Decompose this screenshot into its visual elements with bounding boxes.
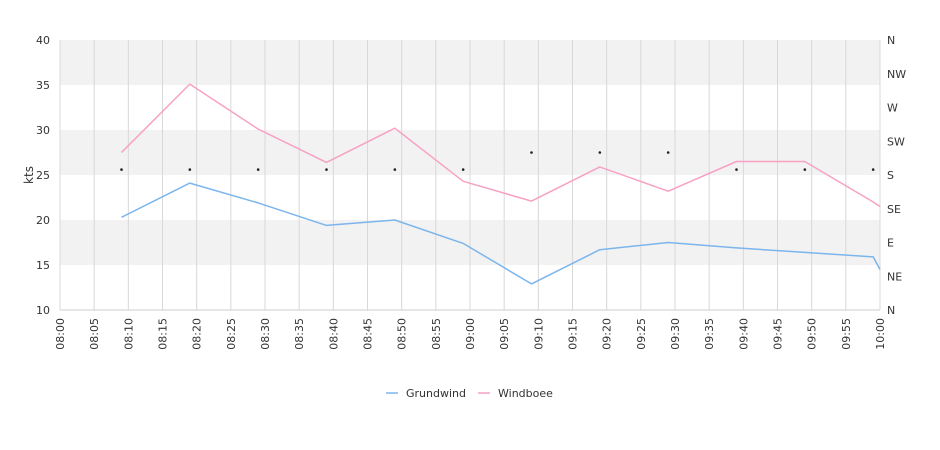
direction-point [871, 168, 875, 171]
direction-point [598, 151, 602, 154]
x-tick-label: 08:05 [88, 318, 101, 350]
y-tick-label: 20 [36, 214, 50, 227]
y-tick-label: 15 [36, 259, 50, 272]
x-tick-label: 09:10 [532, 318, 545, 350]
x-tick-label: 09:00 [464, 318, 477, 350]
series-lines [120, 83, 881, 285]
x-tick-label: 09:20 [601, 318, 614, 350]
series-line-windboee [120, 83, 881, 208]
direction-point [325, 168, 328, 171]
x-tick-label: 09:35 [703, 318, 716, 350]
y2-tick-label: N [887, 34, 895, 47]
x-tick-label: 09:30 [669, 318, 682, 350]
legend-label-windboee: Windboee [498, 387, 553, 400]
x-tick-label: 08:45 [362, 318, 375, 350]
y-tick-label: 35 [36, 79, 50, 92]
direction-point [803, 168, 807, 171]
direction-point [120, 168, 123, 171]
y2-axis: N NE E SE S SW W NW N [887, 34, 906, 317]
y2-tick-label: E [887, 237, 894, 250]
x-tick-label: 08:35 [293, 318, 306, 350]
y-axis: 10 15 20 25 30 35 40 [36, 34, 50, 317]
y-tick-label: 10 [36, 304, 50, 317]
legend-label-grundwind: Grundwind [406, 387, 466, 400]
x-tick-label: 09:50 [806, 318, 819, 350]
x-tick-label: 09:45 [772, 318, 785, 350]
x-tick-label: 09:25 [635, 318, 648, 350]
x-tick-label: 08:10 [122, 318, 135, 350]
direction-point [256, 168, 260, 171]
x-tick-label: 09:15 [567, 318, 580, 350]
x-tick-label: 08:55 [430, 318, 443, 350]
y2-tick-label: SW [887, 135, 905, 148]
x-tick-label: 09:40 [737, 318, 750, 350]
x-gridlines [59, 40, 881, 310]
y-tick-label: 25 [36, 169, 50, 182]
x-tick-label: 08:50 [396, 318, 409, 350]
y2-tick-label: SE [887, 203, 901, 216]
y2-tick-label: NW [887, 68, 906, 81]
x-tick-label: 10:00 [874, 318, 887, 350]
x-axis: 08:00 08:05 08:10 08:15 08:20 08:25 08:30 08:35… [54, 309, 887, 350]
y-axis-title: kts [22, 166, 36, 184]
direction-point [666, 151, 670, 154]
direction-point [393, 168, 397, 171]
x-tick-label: 08:30 [259, 318, 272, 350]
direction-point [461, 168, 465, 171]
y2-tick-label: N [887, 304, 895, 317]
legend: Grundwind Windboee [386, 387, 553, 400]
x-tick-label: 08:20 [191, 318, 204, 350]
y-tick-label: 30 [36, 124, 50, 137]
series-line-grundwind [121, 182, 881, 285]
x-tick-label: 09:05 [498, 318, 511, 350]
y2-tick-label: NE [887, 270, 902, 283]
direction-markers [120, 151, 875, 171]
direction-point [188, 168, 192, 171]
y2-tick-label: S [887, 169, 894, 182]
x-tick-label: 08:00 [54, 318, 67, 350]
x-tick-label: 08:25 [225, 318, 238, 350]
x-tick-label: 09:55 [840, 318, 853, 350]
y2-tick-label: W [887, 102, 898, 115]
x-tick-label: 08:40 [327, 318, 340, 350]
direction-point [735, 168, 738, 171]
x-tick-label: 08:15 [157, 318, 170, 350]
y-tick-label: 40 [36, 34, 50, 47]
direction-point [530, 151, 533, 154]
